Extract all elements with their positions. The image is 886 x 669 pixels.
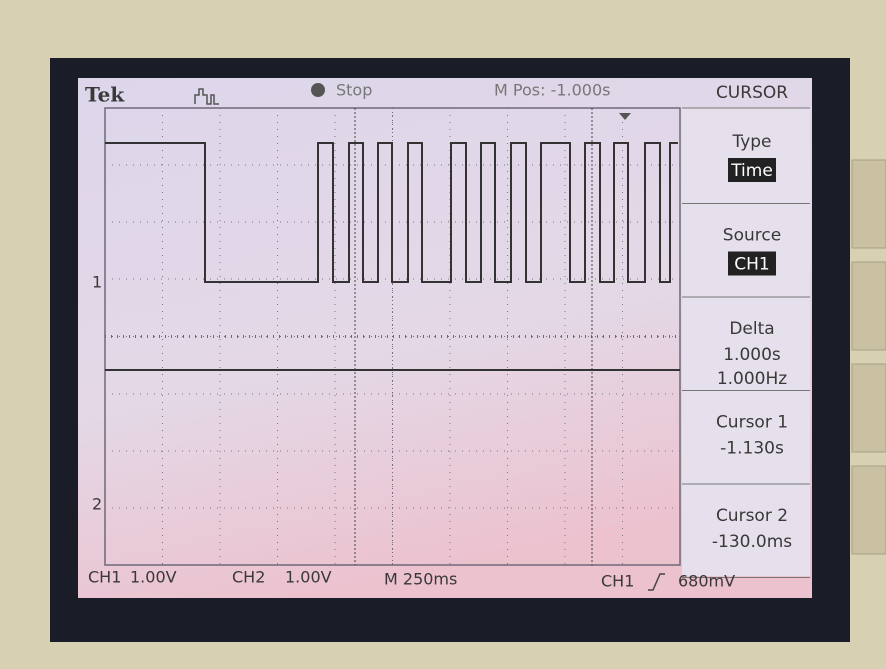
ch2-marker: 2 [92,495,102,514]
ch2-scale: 1.00V [285,568,332,587]
brand: Tek [85,83,125,107]
menu-label: Delta [729,319,774,339]
menu-label: Cursor 2 [716,506,788,526]
oscilloscope: Tek Stop M Pos: -1.000s CURSOR 1 2 Type T… [0,0,886,669]
menu-label: Source [723,226,781,246]
menu-value: Time [730,161,773,181]
menu-title: CURSOR [716,83,788,103]
menu-line: -1.130s [720,439,784,459]
menu-line: 1.000Hz [717,369,787,389]
menu-line: -130.0ms [712,532,792,552]
menu-label: Cursor 1 [716,413,788,433]
position: M Pos: -1.000s [494,81,610,100]
ch1-marker: 1 [92,273,102,292]
menu-label: Type [731,132,771,152]
menu-value: CH1 [734,255,769,275]
run-indicator [311,83,325,97]
timebase: M 250ms [384,570,457,589]
status: Stop [336,81,372,100]
trigger-source: CH1 [601,572,634,591]
trigger-level: 680mV [678,572,735,591]
ch2-label: CH2 [232,568,265,587]
menu-line: 1.000s [723,345,781,365]
ch1-label: CH1 [88,568,121,587]
ch1-scale: 1.00V [130,568,177,587]
